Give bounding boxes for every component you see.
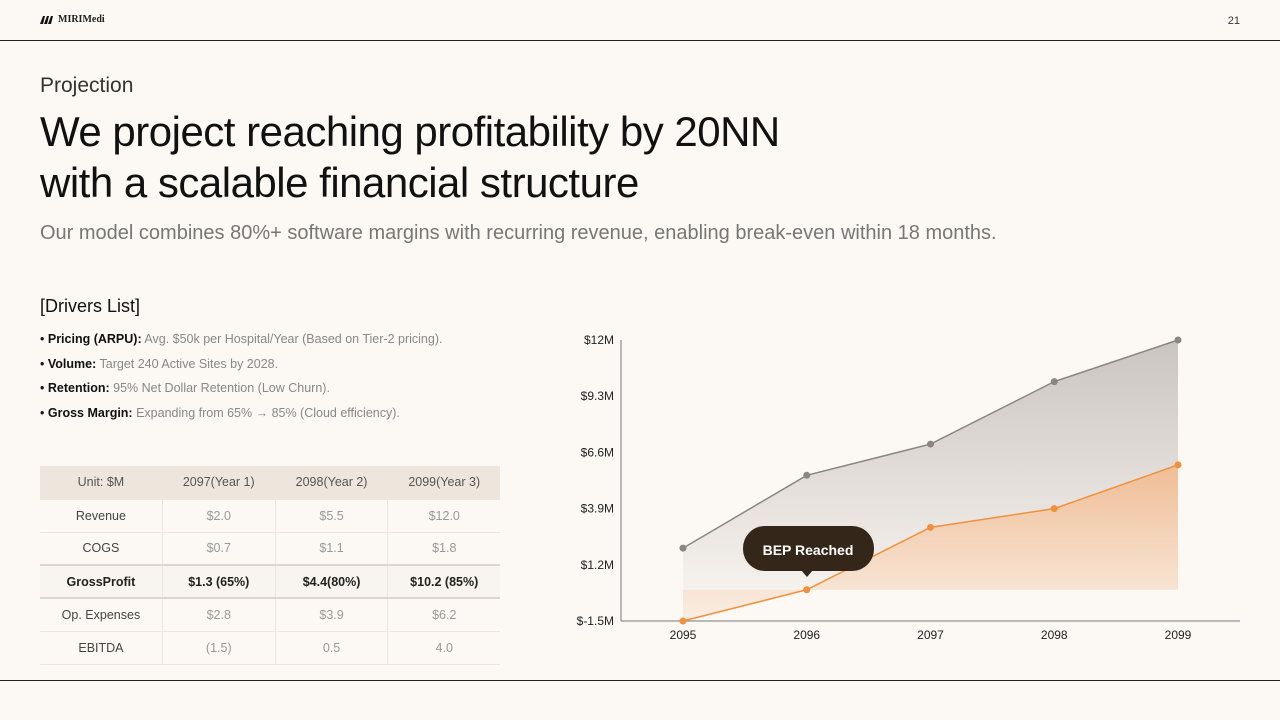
table-header: Unit: $M (40, 466, 163, 500)
driver-label: Gross Margin: (47, 405, 133, 420)
x-tick-label: 2096 (793, 628, 820, 642)
table-cell: $12.0 (387, 499, 500, 533)
table-cell: 4.0 (387, 631, 500, 665)
table-cell: Revenue (40, 499, 163, 533)
table-cell: GrossProfit (40, 564, 163, 599)
table-cell: EBITDA (40, 631, 163, 665)
table-header: 2098(Year 2) (275, 466, 389, 500)
driver-label: Volume: (47, 356, 97, 371)
point-profit (1174, 461, 1182, 469)
table-header: 2097(Year 1) (162, 466, 276, 500)
bep-annotation: BEP Reached (743, 526, 874, 577)
table-cell: Op. Expenses (40, 598, 163, 632)
x-tick-label: 2098 (1041, 628, 1068, 642)
table-row-revenue: Revenue $2.0 $5.5 $12.0 (40, 499, 500, 533)
x-tick-label: 2095 (670, 628, 697, 642)
driver-text: 95% Net Dollar Retention (Low Churn). (109, 381, 330, 396)
table-cell: $2.0 (162, 499, 276, 533)
table-row-cogs: COGS $0.7 $1.1 $1.8 (40, 532, 500, 566)
driver-item: • Gross Margin: Expanding from 65% → 85%… (40, 405, 400, 420)
y-tick-label: $6.6M (581, 445, 614, 459)
projection-chart: $-1.5M $1.2M $3.9M $6.6M $9.3M $12M 2095 2096 20… (577, 333, 1240, 642)
y-tick-label: $-1.5M (577, 614, 614, 628)
table-cell: $1.1 (275, 532, 389, 566)
table-cell: $3.9 (275, 598, 389, 632)
table-cell: $0.7 (162, 532, 276, 566)
driver-item: • Pricing (ARPU): Avg. $50k per Hospital… (40, 332, 443, 346)
driver-label: Pricing (ARPU): (47, 332, 142, 346)
section-label: Projection (40, 74, 134, 97)
table-cell: $6.2 (387, 598, 500, 632)
y-tick-label: $1.2M (581, 558, 614, 572)
brand-name: MIRIMedi (58, 14, 105, 25)
title-line-2: with a scalable financial structure (40, 159, 639, 206)
table-cell: COGS (40, 532, 163, 566)
bep-label: BEP Reached (763, 542, 854, 558)
table-header: 2099(Year 3) (387, 466, 500, 500)
point-profit (803, 586, 811, 594)
table-row-gross-profit: GrossProfit $1.3 (65%) $4.4(80%) $10.2 (85%… (40, 564, 500, 599)
page-number: 21 (1227, 15, 1240, 27)
table-header-row: Unit: $M 2097(Year 1) 2098(Year 2) 2099(… (40, 466, 500, 500)
y-tick-label: $12M (584, 333, 614, 347)
page-title: We project reaching profitability by 20N… (40, 106, 780, 208)
area-profit (683, 464, 1178, 621)
logo-icon (40, 15, 53, 24)
drivers-heading: [Drivers List] (40, 296, 141, 316)
driver-item: • Retention: 95% Net Dollar Retention (L… (40, 381, 330, 396)
footer-divider (0, 680, 1280, 681)
table-cell: $1.3 (65%) (162, 564, 276, 599)
point-profit (679, 617, 687, 625)
driver-text: Target 240 Active Sites by 2028. (96, 356, 279, 371)
table-row-ebitda: EBITDA (1.5) 0.5 4.0 (40, 631, 500, 665)
point-profit (1050, 505, 1058, 513)
table-cell: 0.5 (275, 631, 389, 665)
table-row-op-expenses: Op. Expenses $2.8 $3.9 $6.2 (40, 598, 500, 632)
driver-label: Retention: (47, 381, 110, 396)
table-cell: (1.5) (162, 631, 276, 665)
title-line-1: We project reaching profitability by 20N… (40, 108, 780, 155)
point-revenue (1050, 378, 1058, 386)
table-cell: $4.4(80%) (275, 564, 389, 599)
drivers-list: • Pricing (ARPU): Avg. $50k per Hospital… (40, 332, 442, 430)
driver-text: Avg. $50k per Hospital/Year (Based on Ti… (141, 332, 443, 346)
point-revenue (803, 471, 811, 479)
driver-item: • Volume: Target 240 Active Sites by 202… (40, 356, 279, 371)
driver-text: Expanding from 65% → 85% (Cloud efficien… (132, 405, 400, 420)
table-cell: $5.5 (275, 499, 389, 533)
financial-table: Unit: $M 2097(Year 1) 2098(Year 2) 2099(… (40, 466, 500, 665)
table-cell: $2.8 (162, 598, 276, 632)
point-revenue (927, 440, 934, 448)
top-bar: MIRIMedi 21 (0, 0, 1280, 41)
subtitle: Our model combines 80%+ software margins… (40, 222, 997, 244)
point-revenue (679, 544, 687, 552)
table-cell: $10.2 (85%) (387, 564, 500, 599)
y-tick-label: $3.9M (581, 502, 614, 516)
y-tick-label: $9.3M (581, 389, 614, 403)
table-cell: $1.8 (387, 532, 500, 566)
x-tick-label: 2099 (1165, 628, 1192, 642)
brand-logo: MIRIMedi (40, 14, 105, 25)
point-revenue (1174, 336, 1182, 344)
point-profit (927, 523, 934, 531)
x-tick-label: 2097 (917, 628, 944, 642)
